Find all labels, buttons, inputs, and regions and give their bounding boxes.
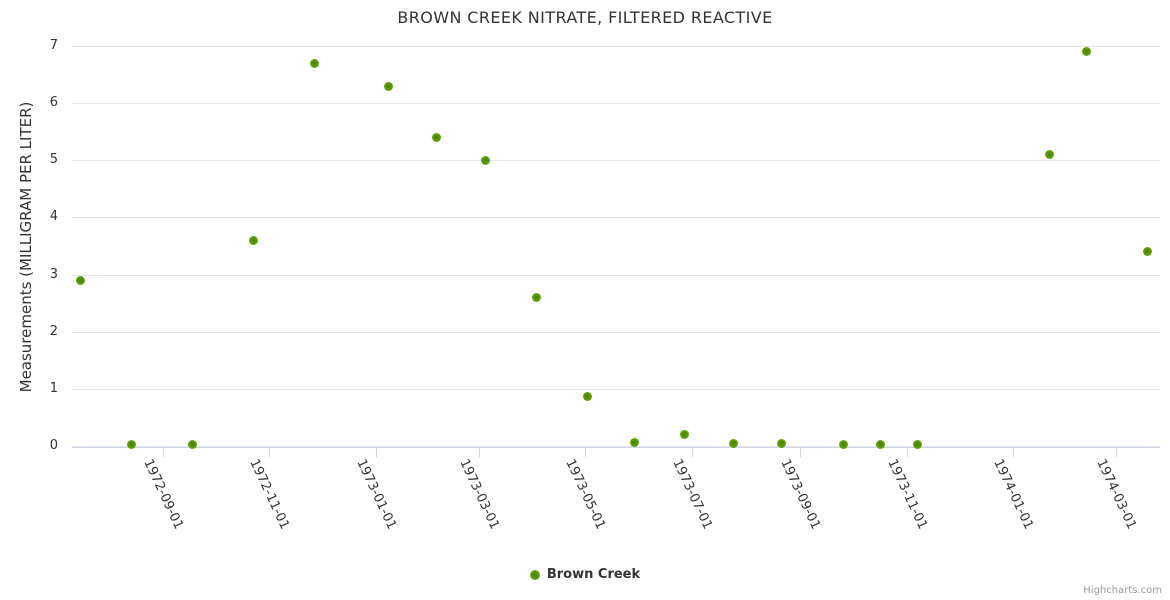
data-point[interactable]	[876, 440, 885, 449]
data-point[interactable]	[777, 439, 786, 448]
x-tick	[163, 447, 164, 457]
data-point[interactable]	[127, 440, 136, 449]
legend-marker-icon	[529, 569, 540, 580]
data-point[interactable]	[432, 133, 441, 142]
data-point[interactable]	[532, 293, 541, 302]
data-point[interactable]	[913, 440, 922, 449]
x-axis-line	[72, 447, 1160, 448]
x-tick	[692, 447, 693, 457]
y-axis-title: Measurements (MILLIGRAM PER LITER)	[17, 101, 35, 393]
y-axis-label: 2	[49, 324, 58, 339]
data-point[interactable]	[76, 276, 85, 285]
y-gridline	[72, 446, 1160, 447]
data-point[interactable]	[839, 440, 848, 449]
highcharts-credit-link[interactable]: Highcharts.com	[1083, 585, 1162, 596]
x-axis-label: 1973-09-01	[777, 457, 823, 532]
y-gridline	[72, 160, 1160, 161]
data-point[interactable]	[249, 236, 258, 245]
data-point[interactable]	[481, 156, 490, 165]
y-axis-label: 4	[49, 209, 58, 224]
y-axis-label: 0	[49, 438, 58, 453]
data-point[interactable]	[384, 82, 393, 91]
y-axis-label: 1	[49, 381, 58, 396]
y-axis-label: 5	[49, 152, 58, 167]
y-gridline	[72, 275, 1160, 276]
data-point[interactable]	[188, 440, 197, 449]
data-point[interactable]	[1045, 150, 1054, 159]
x-axis-label: 1972-09-01	[140, 457, 186, 532]
y-gridline	[72, 103, 1160, 104]
y-axis-label: 6	[49, 95, 58, 110]
x-axis-label: 1974-01-01	[990, 457, 1036, 532]
x-tick	[376, 447, 377, 457]
y-axis-label: 7	[49, 38, 58, 53]
x-axis-label: 1974-03-01	[1093, 457, 1139, 532]
data-point[interactable]	[680, 430, 689, 439]
chart-title: BROWN CREEK NITRATE, FILTERED REACTIVE	[397, 8, 773, 27]
x-axis-label: 1972-11-01	[246, 457, 292, 532]
data-point[interactable]	[630, 438, 639, 447]
x-tick	[585, 447, 586, 457]
data-point[interactable]	[583, 392, 592, 401]
legend[interactable]: Brown Creek	[0, 567, 1170, 582]
x-tick	[1116, 447, 1117, 457]
x-tick	[479, 447, 480, 457]
x-axis-label: 1973-03-01	[456, 457, 502, 532]
y-gridline	[72, 46, 1160, 47]
data-point[interactable]	[310, 59, 319, 68]
x-tick	[907, 447, 908, 457]
y-gridline	[72, 332, 1160, 333]
legend-label[interactable]: Brown Creek	[546, 567, 641, 582]
data-point[interactable]	[1082, 47, 1091, 56]
y-axis-label: 3	[49, 267, 58, 282]
y-gridline	[72, 217, 1160, 218]
data-point[interactable]	[729, 439, 738, 448]
x-axis-label: 1973-07-01	[669, 457, 715, 532]
x-tick	[800, 447, 801, 457]
data-point[interactable]	[1143, 247, 1152, 256]
x-axis-label: 1973-01-01	[353, 457, 399, 532]
y-gridline	[72, 389, 1160, 390]
x-tick	[1013, 447, 1014, 457]
x-tick	[269, 447, 270, 457]
x-axis-label: 1973-11-01	[884, 457, 930, 532]
x-axis-label: 1973-05-01	[562, 457, 608, 532]
